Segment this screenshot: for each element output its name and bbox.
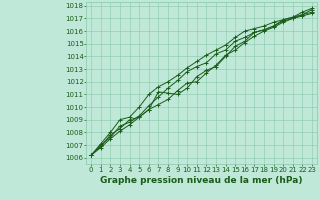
X-axis label: Graphe pression niveau de la mer (hPa): Graphe pression niveau de la mer (hPa) <box>100 176 303 185</box>
